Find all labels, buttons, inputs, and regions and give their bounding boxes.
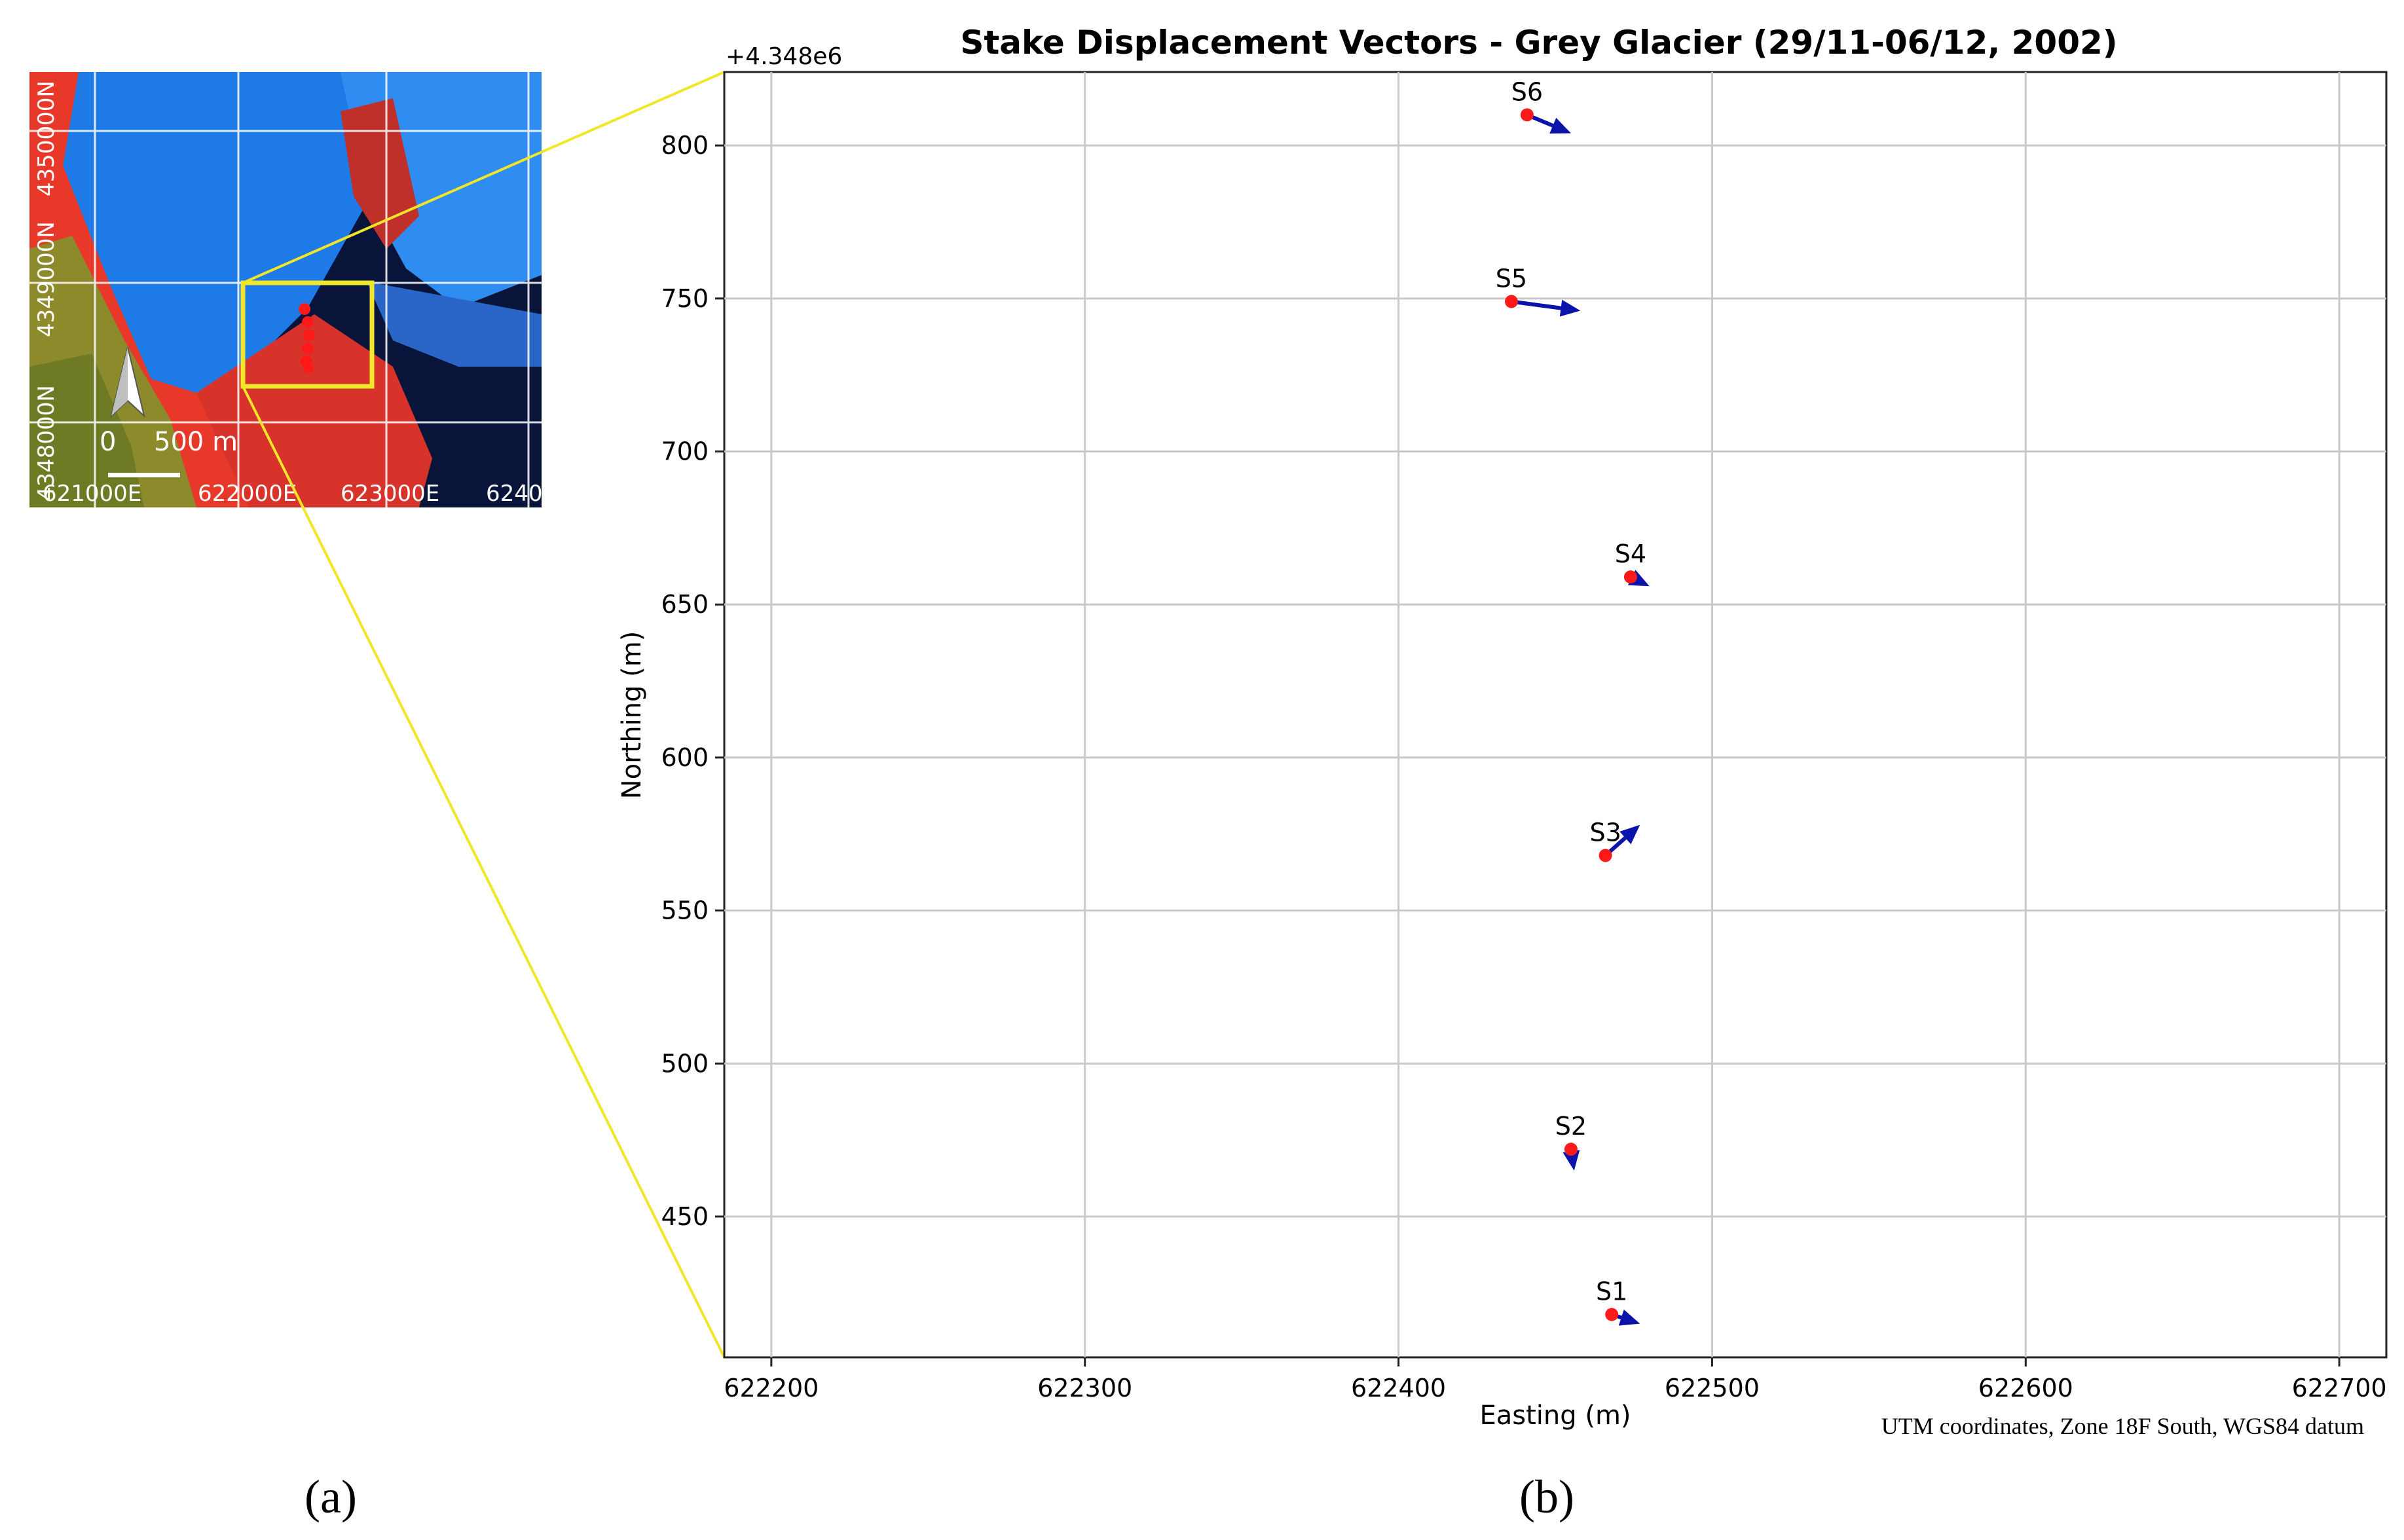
map-glacier-ice: [62, 72, 367, 393]
study-area-box: [240, 280, 375, 389]
grid-lines: [724, 72, 2386, 1357]
stake-label-s3: S3: [1589, 818, 1621, 847]
map-rock-nunatak: [341, 98, 419, 249]
x-tick-label: 622200: [724, 1374, 819, 1402]
arrowhead-s6: [1549, 117, 1571, 134]
inset-map: 0 500 m 4350000N 4349000N 4348000N 62100…: [29, 72, 543, 507]
x-ticks: 622200 622300 622400 622500 622600 622700: [724, 1357, 2387, 1402]
stake-label-s5: S5: [1496, 265, 1527, 293]
scale-bar: [108, 473, 180, 477]
map-vegetation-dark: [29, 354, 144, 507]
map-graticule: [29, 72, 542, 507]
y-tick-label: 650: [661, 590, 709, 619]
arrowhead-s2: [1563, 1150, 1580, 1171]
stake-label-s2: S2: [1555, 1112, 1587, 1141]
chart-title: Stake Displacement Vectors - Grey Glacie…: [960, 24, 2117, 62]
x-tick-label: 622700: [2292, 1374, 2387, 1402]
y-tick-label: 450: [661, 1202, 709, 1231]
arrowhead-s1: [1618, 1309, 1640, 1326]
stake-point-s4: [1623, 570, 1637, 584]
zoom-line-bottom: [242, 386, 726, 1358]
y-axis-label: Northing (m): [617, 631, 647, 799]
x-tick-label: 622600: [1978, 1374, 2073, 1402]
scale-distance-label: 500 m: [154, 427, 238, 457]
map-ice-band: [367, 282, 542, 367]
northing-label-4350000: 4350000N: [33, 81, 60, 196]
y-tick-label: 800: [661, 131, 709, 160]
x-tick-label: 622300: [1037, 1374, 1132, 1402]
displacement-vectors: S1 S2 S3 S4 S5 S6: [1496, 77, 1650, 1326]
y-ticks: 450 500 550 600 650 700 750 800: [661, 131, 724, 1231]
plot-area: [723, 71, 2388, 1359]
stake-label-s4: S4: [1615, 540, 1646, 568]
displacement-chart: Stake Displacement Vectors - Grey Glacie…: [617, 24, 2388, 1439]
y-axis-offset-text: +4.348e6: [726, 43, 842, 70]
arrowhead-s5: [1559, 299, 1581, 317]
stake-point-s6: [1520, 108, 1534, 122]
easting-label-623000: 623000E: [341, 481, 439, 507]
north-arrow-icon: [110, 346, 145, 418]
stake-label-s1: S1: [1596, 1277, 1627, 1306]
northing-label-4349000: 4349000N: [33, 221, 60, 337]
x-tick-label: 622400: [1351, 1374, 1446, 1402]
y-tick-label: 700: [661, 437, 709, 466]
arrowhead-s3: [1619, 824, 1640, 845]
stake-point-s3: [1599, 849, 1612, 862]
stake-point-s2: [1564, 1143, 1578, 1156]
y-tick-label: 500: [661, 1049, 709, 1078]
y-tick-label: 600: [661, 743, 709, 772]
inset-stake-dots: [299, 303, 315, 373]
easting-label-6240: 6240: [486, 481, 543, 507]
panel-b-label: (b): [1519, 1471, 1574, 1523]
y-tick-label: 750: [661, 284, 709, 313]
easting-label-621000: 621000E: [43, 481, 141, 507]
zoom-line-top: [242, 71, 725, 284]
x-axis-label: Easting (m): [1479, 1401, 1631, 1431]
coordinate-footnote: UTM coordinates, Zone 18F South, WGS84 d…: [1881, 1413, 2364, 1439]
displacement-arrow-s5: [1511, 299, 1561, 310]
zoom-connector: [242, 71, 726, 1358]
stake-point-s1: [1605, 1308, 1619, 1321]
stake-label-s6: S6: [1511, 77, 1543, 106]
northing-label-4348000: 4348000N: [33, 385, 60, 501]
y-tick-label: 550: [661, 896, 709, 925]
panel-a-label: (a): [305, 1471, 357, 1523]
x-tick-label: 622500: [1665, 1374, 1760, 1402]
easting-label-622000: 622000E: [198, 481, 297, 507]
scale-zero-label: 0: [100, 427, 116, 457]
stake-point-s5: [1504, 295, 1518, 308]
